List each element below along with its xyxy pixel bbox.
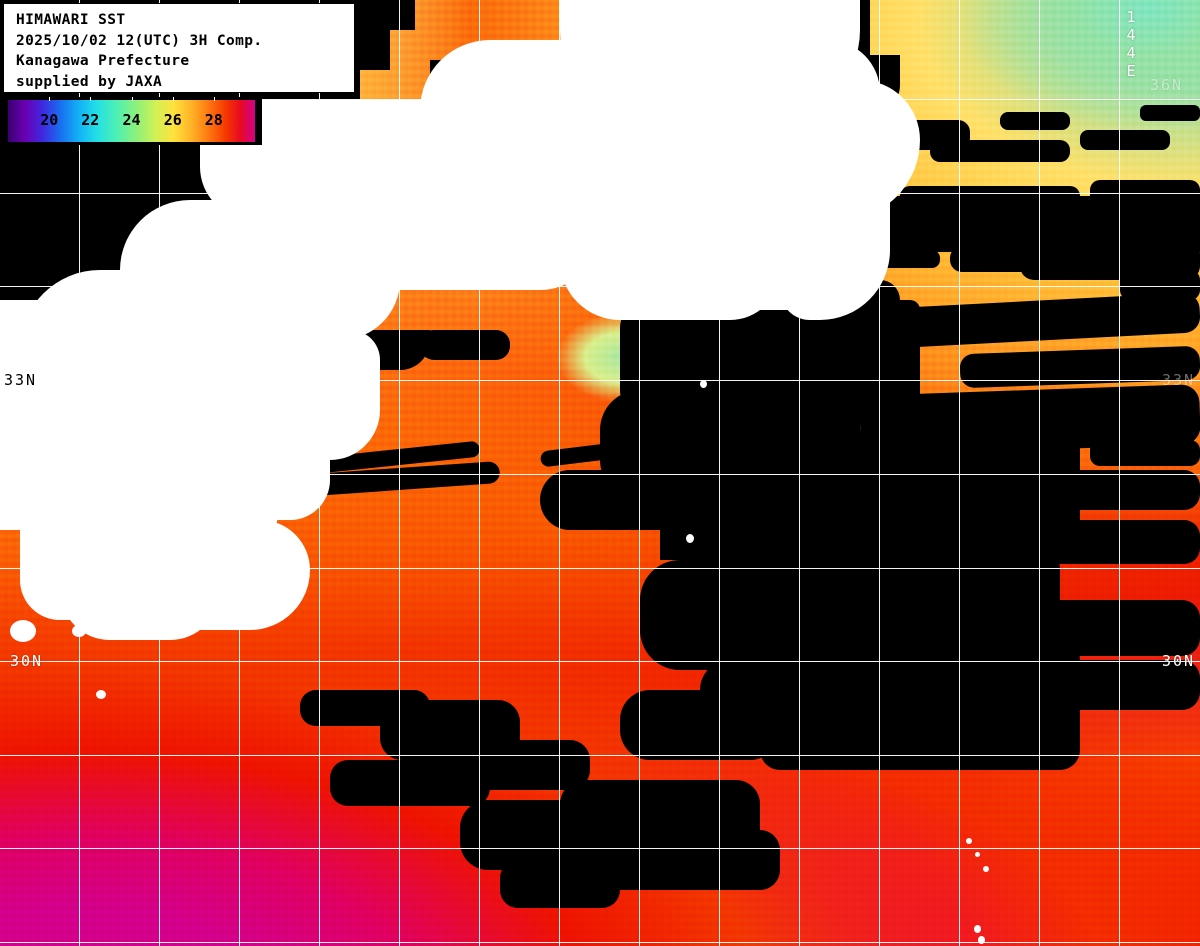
sst-colorbar: 20 22 24 26 28 [0,97,262,145]
colorbar-gradient [8,100,255,142]
colorbar-label-26: 26 [163,111,182,129]
longitude-gridline-10 [879,0,880,946]
info-line-datetime: 2025/10/02 12(UTC) 3H Comp. [16,32,263,49]
longitude-gridline-9 [799,0,800,946]
latitude-gridline-7 [0,755,1200,756]
colorbar-tick-24 [131,97,133,101]
title-info-box: HIMAWARI SST 2025/10/02 12(UTC) 3H Comp.… [3,3,355,93]
colorbar-tick-22 [90,97,92,101]
colorbar-gradient-frame [8,100,255,142]
latitude-gridline-1 [0,193,1200,194]
longitude-gridline-2 [239,0,240,946]
colorbar-label-24: 24 [122,111,141,129]
longitude-gridline-3 [319,0,320,946]
longitude-gridline-5 [479,0,480,946]
longitude-gridline-7 [639,0,640,946]
latitude-gridline-0 [0,99,1200,100]
colorbar-label-22: 22 [81,111,100,129]
longitude-gridline-1 [159,0,160,946]
colorbar-tick-20 [49,97,51,101]
info-line-region: Kanagawa Prefecture [16,53,190,69]
colorbar-tick-28 [213,97,215,101]
colorbar-tick-marks [8,97,255,101]
latitude-gridline-2 [0,286,1200,287]
latitude-gridline-3 [0,380,1200,381]
longitude-gridline-4 [399,0,400,946]
info-line-title: HIMAWARI SST [16,12,126,28]
longitude-gridline-12 [1039,0,1040,946]
latitude-gridline-5 [0,568,1200,569]
longitude-gridline-13 [1119,0,1120,946]
latitude-gridline-9 [0,942,1200,943]
colorbar-label-20: 20 [40,111,59,129]
info-line-source: supplied by JAXA [16,73,163,90]
latitude-gridline-6 [0,661,1200,662]
longitude-gridline-11 [959,0,960,946]
latitude-gridline-8 [0,848,1200,849]
latitude-gridline-4 [0,474,1200,475]
longitude-gridline-6 [559,0,560,946]
colorbar-tick-26 [172,97,174,101]
longitude-gridline-0 [79,0,80,946]
colorbar-label-28: 28 [204,111,223,129]
longitude-gridline-8 [719,0,720,946]
